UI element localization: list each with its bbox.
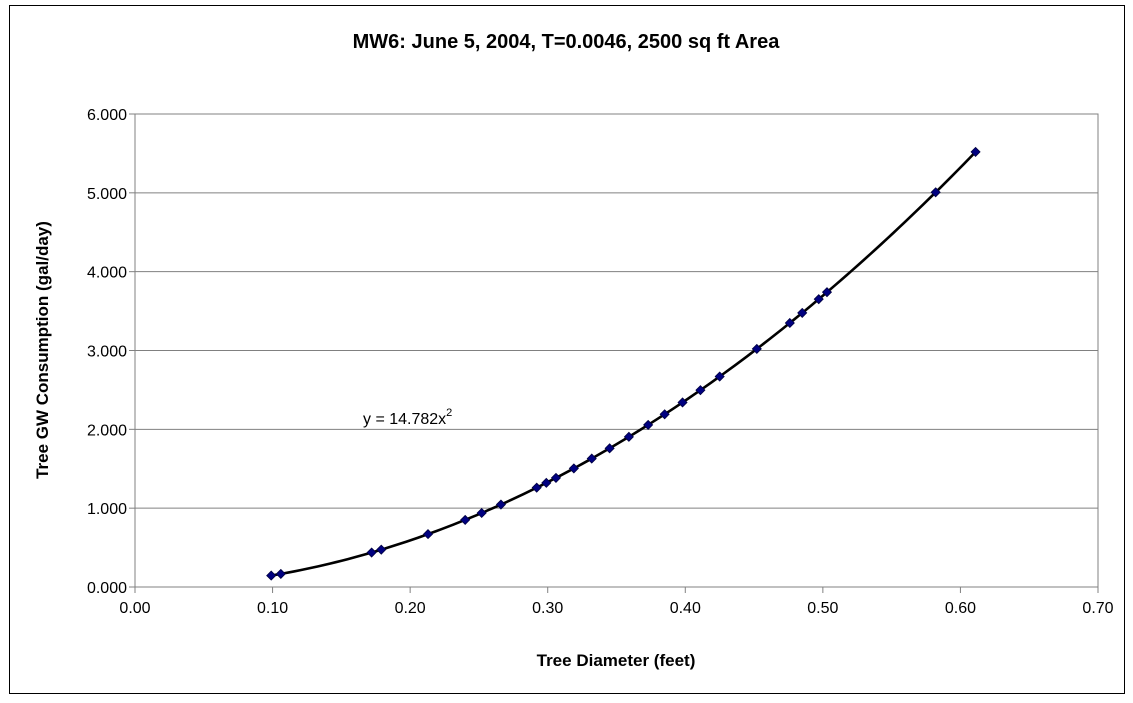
data-point-6 [476, 507, 487, 519]
x-tick-label-3: 0.30 [532, 600, 563, 617]
data-point-13 [604, 443, 615, 454]
data-point-15 [643, 419, 654, 430]
data-point-20 [751, 343, 762, 354]
data-point-4 [422, 529, 434, 540]
x-tick-label-0: 0.00 [119, 600, 150, 617]
data-point-22 [797, 307, 808, 318]
data-point-12 [586, 453, 597, 464]
data-point-5 [460, 514, 471, 525]
chart-border [9, 5, 1125, 694]
y-tick-label-3: 3.000 [87, 344, 127, 361]
data-point-16 [659, 409, 670, 420]
trendline-equation-base: y = 14.782x [363, 411, 446, 428]
data-point-25 [930, 187, 941, 198]
data-point-14 [623, 431, 634, 442]
y-tick-label-1: 1.000 [87, 501, 127, 518]
x-tick-label-2: 0.20 [395, 600, 426, 617]
y-tick-label-2: 2.000 [87, 422, 127, 439]
data-point-18 [695, 385, 706, 396]
y-axis-ticks: 0.000 1.000 2.000 3.000 4.000 5.000 6.000 [87, 107, 135, 597]
data-points [266, 146, 981, 581]
trendline-equation-exponent: 2 [446, 407, 452, 419]
data-point-3 [376, 544, 387, 555]
data-point-19 [714, 371, 725, 382]
y-tick-label-5: 5.000 [87, 186, 127, 203]
data-point-11 [568, 463, 579, 474]
trendline [270, 151, 977, 577]
y-axis-label: Tree GW Consumption (gal/day) [33, 221, 52, 479]
data-point-23 [813, 294, 824, 305]
data-point-17 [677, 397, 688, 408]
data-point-9 [541, 477, 552, 488]
data-point-26 [970, 146, 981, 157]
x-tick-label-1: 0.10 [257, 600, 288, 617]
data-point-8 [531, 482, 542, 493]
y-tick-label-6: 6.000 [87, 107, 127, 124]
chart-title: MW6: June 5, 2004, T=0.0046, 2500 sq ft … [353, 31, 781, 53]
x-axis-ticks: 0.00 0.10 0.20 0.30 0.40 0.50 0.60 0.70 [119, 587, 1114, 617]
x-tick-label-7: 0.70 [1082, 600, 1113, 617]
data-point-1 [275, 568, 286, 579]
data-point-21 [784, 317, 795, 329]
data-point-24 [821, 287, 833, 298]
data-point-0 [266, 570, 277, 581]
y-tick-label-4: 4.000 [87, 265, 127, 282]
x-tick-label-4: 0.40 [670, 600, 701, 617]
x-axis-label: Tree Diameter (feet) [537, 651, 696, 670]
trendline-equation: y = 14.782x2 [363, 407, 452, 428]
y-tick-label-0: 0.000 [87, 580, 127, 597]
x-tick-label-6: 0.60 [945, 600, 976, 617]
data-point-10 [550, 472, 562, 483]
data-point-2 [366, 547, 377, 558]
x-tick-label-5: 0.50 [807, 600, 838, 617]
data-point-7 [495, 499, 507, 510]
